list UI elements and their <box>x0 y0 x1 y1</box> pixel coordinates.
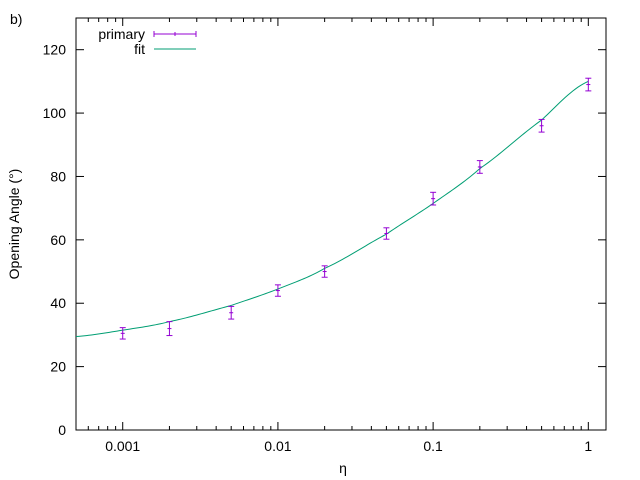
x-tick-label: 0.01 <box>264 438 291 454</box>
legend-label: primary <box>98 26 145 42</box>
panel-label: b) <box>10 11 22 27</box>
axis-ticks: 0.001 0.01 0.1 1 0 20 40 60 80 100 120 <box>43 18 606 454</box>
y-tick-label: 60 <box>50 232 66 248</box>
data-point <box>166 321 173 337</box>
data-point <box>430 191 437 206</box>
data-point <box>119 327 126 340</box>
y-tick-label: 80 <box>50 168 66 184</box>
data-point <box>321 265 328 278</box>
y-tick-label: 0 <box>58 422 66 438</box>
plot-border <box>75 17 607 431</box>
plot-frame <box>75 17 607 431</box>
x-tick-label: 0.1 <box>423 438 443 454</box>
legend-label: fit <box>134 41 145 57</box>
data-point <box>538 118 545 133</box>
fit-line <box>75 80 589 338</box>
y-tick-label: 40 <box>50 295 66 311</box>
y-tick-label: 20 <box>50 359 66 375</box>
data-point <box>274 284 281 297</box>
y-tick-label: 120 <box>43 42 67 58</box>
y-axis-label: Opening Angle (°) <box>6 169 22 280</box>
data-point <box>585 77 592 92</box>
y-tick-label: 100 <box>43 105 67 121</box>
x-axis-label: η <box>339 460 347 476</box>
x-tick-label: 0.001 <box>105 438 140 454</box>
data-point <box>228 305 235 320</box>
x-tick-label: 1 <box>584 438 592 454</box>
data-point <box>476 160 483 174</box>
fit-layer <box>75 80 589 338</box>
points-layer <box>119 77 592 340</box>
data-point <box>383 227 390 240</box>
